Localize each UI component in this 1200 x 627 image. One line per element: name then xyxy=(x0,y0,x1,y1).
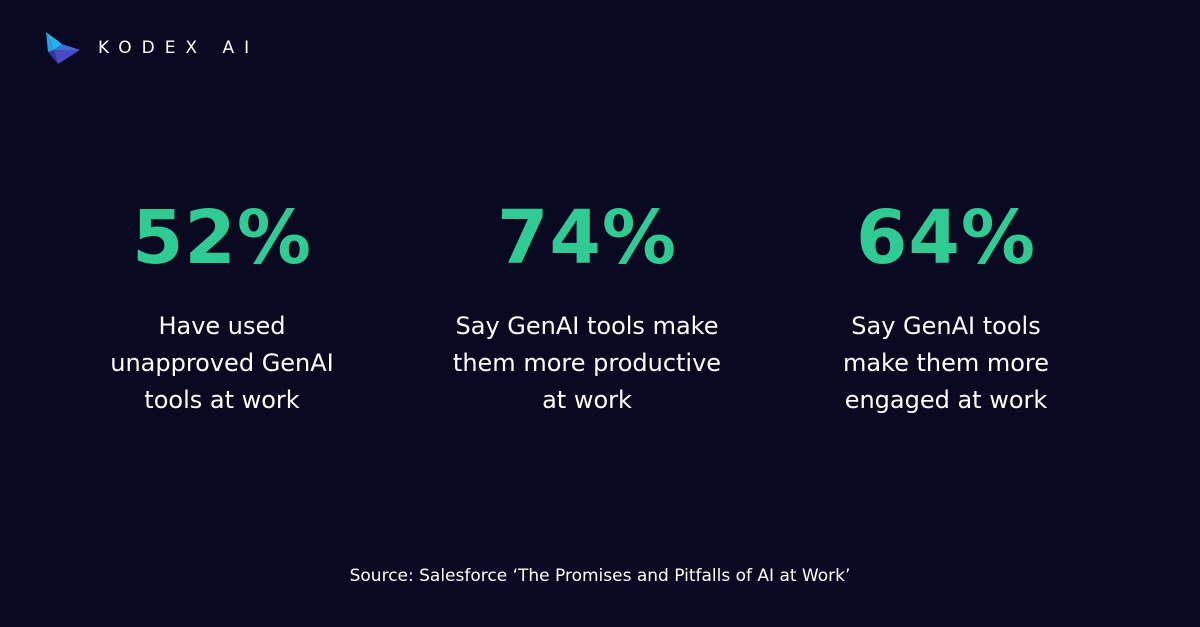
stat-card: 64% Say GenAI tools make them more engag… xyxy=(786,190,1106,419)
stat-card: 52% Have used unapproved GenAI tools at … xyxy=(62,190,382,419)
stat-value: 64% xyxy=(855,195,1037,281)
stat-value: 52% xyxy=(131,195,313,281)
brand-name: KODEX AI xyxy=(98,38,260,58)
source-citation: Source: Salesforce ‘The Promises and Pit… xyxy=(349,566,851,586)
stat-description: Say GenAI tools make them more engaged a… xyxy=(842,312,1050,414)
brand-header: KODEX AI xyxy=(44,30,259,66)
stat-description: Have used unapproved GenAI tools at work xyxy=(110,312,334,414)
stat-card: 74% Say GenAI tools make them more produ… xyxy=(427,190,747,419)
stat-value: 74% xyxy=(496,195,678,281)
stat-description: Say GenAI tools make them more productiv… xyxy=(452,312,722,414)
kodex-logo-icon xyxy=(46,32,80,64)
